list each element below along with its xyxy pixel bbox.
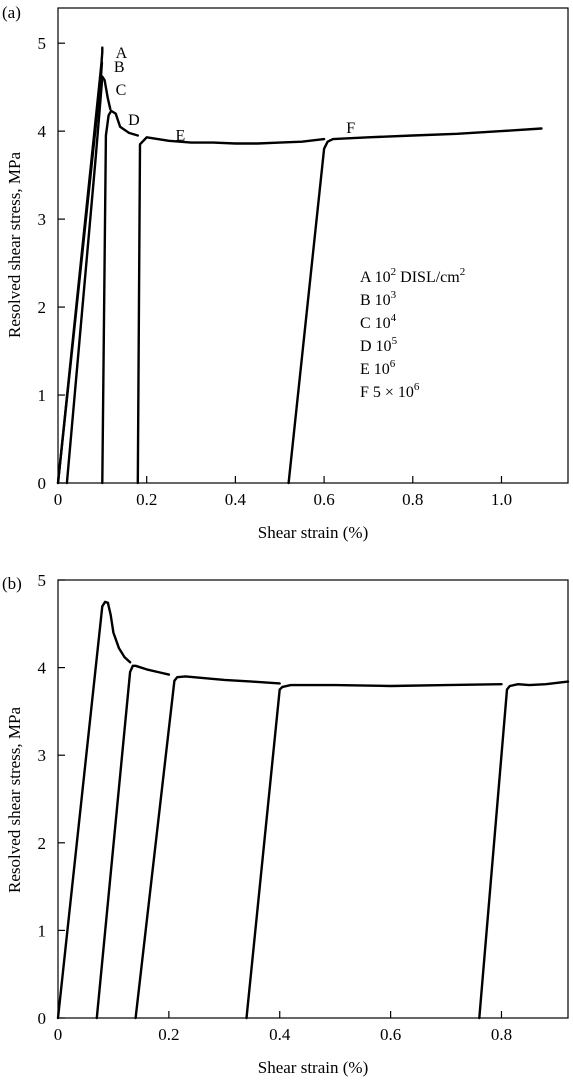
panel-a-curve-c bbox=[65, 75, 112, 485]
panel-a-x-tick-label: 0.8 bbox=[402, 490, 423, 509]
panel-a-x-tick-label: 1.0 bbox=[491, 490, 512, 509]
panel-a-y-tick-label: 1 bbox=[38, 386, 47, 405]
panel-a-x-axis-label: Shear strain (%) bbox=[258, 523, 368, 542]
panel-a-curve-d bbox=[101, 109, 140, 485]
panel-a-legend-entry: A 102 DISL/cm2 bbox=[360, 266, 465, 286]
panel-a-legend-entry: E 106 bbox=[360, 358, 396, 378]
panel-b-x-tick-label: 0.2 bbox=[158, 1025, 179, 1044]
panel-a-curve-e bbox=[136, 136, 326, 485]
panel-a-legend-entry: C 104 bbox=[360, 312, 397, 332]
panel-b-ticks: 0 0.2 0.4 0.6 0.8 0 1 2 3 4 5 bbox=[38, 571, 513, 1044]
panel-b-y-tick-label: 5 bbox=[38, 571, 47, 590]
panel-b-curve-2 bbox=[95, 664, 171, 1020]
panel-b-x-tick-label: 0 bbox=[54, 1025, 63, 1044]
panel-a-legend-entry: B 103 bbox=[360, 289, 397, 309]
panel-a-ticks: 0 0.2 0.4 0.6 0.8 1.0 0 1 2 3 4 5 bbox=[38, 34, 513, 509]
panel-b-y-tick-label: 0 bbox=[38, 1009, 47, 1028]
panel-b-x-tick-label: 0.8 bbox=[491, 1025, 512, 1044]
panel-b-y-tick-label: 1 bbox=[38, 921, 47, 940]
panel-a-x-tick-label: 0.2 bbox=[136, 490, 157, 509]
panel-a-curve-f bbox=[287, 127, 543, 485]
panel-b-curve-5 bbox=[478, 680, 570, 1020]
panel-b-x-axis-label: Shear strain (%) bbox=[258, 1058, 368, 1077]
panel-a-curve-label-b: B bbox=[114, 59, 125, 76]
panel-a-curve-label-f: F bbox=[346, 120, 355, 137]
panel-a-curve-label-e: E bbox=[176, 128, 186, 145]
panel-b-curve-4 bbox=[245, 683, 503, 1020]
panel-b-label: (b) bbox=[2, 574, 22, 593]
panel-a-x-tick-label: 0 bbox=[54, 490, 63, 509]
panel-a-y-tick-label: 4 bbox=[38, 122, 47, 141]
panel-a-curve-label-a: A bbox=[116, 45, 128, 62]
panel-a-x-tick-label: 0.6 bbox=[313, 490, 334, 509]
panel-a-frame bbox=[57, 7, 569, 484]
panel-b-y-tick-label: 4 bbox=[38, 659, 47, 678]
panel-a-y-tick-label: 2 bbox=[38, 298, 47, 317]
panel-b-x-tick-label: 0.4 bbox=[269, 1025, 291, 1044]
panel-a-y-tick-label: 3 bbox=[38, 210, 47, 229]
panel-a-legend: A 102 DISL/cm2 B 103 C 104 D 105 E 106 F 5 × … bbox=[360, 266, 465, 401]
panel-a-y-tick-label: 5 bbox=[38, 34, 47, 53]
panel-b-curves bbox=[56, 600, 570, 1020]
panel-b-curve-3 bbox=[134, 675, 281, 1020]
panel-a-y-tick-label: 0 bbox=[38, 474, 47, 493]
panel-b-x-tick-label: 0.6 bbox=[380, 1025, 401, 1044]
panel-b-frame bbox=[57, 579, 569, 1019]
panel-a-legend-entry: F 5 × 106 bbox=[360, 381, 420, 401]
panel-a-y-axis-label: Resolved shear stress, MPa bbox=[5, 152, 24, 338]
panel-a-curve-label-c: C bbox=[116, 82, 127, 99]
panel-a-curve-b bbox=[56, 61, 104, 485]
chart-panel-b: (b) 0 0.2 0.4 0.6 0.8 0 1 2 3 4 5 Shear strain (%)… bbox=[2, 571, 570, 1077]
panel-b-curve-1 bbox=[56, 600, 132, 1020]
panel-a-legend-entry: D 105 bbox=[360, 335, 398, 355]
panel-a-curves bbox=[56, 46, 543, 485]
panel-a-x-tick-label: 0.4 bbox=[225, 490, 247, 509]
panel-b-y-axis-label: Resolved shear stress, MPa bbox=[5, 707, 24, 893]
panel-b-y-tick-label: 2 bbox=[38, 834, 47, 853]
panel-a-label: (a) bbox=[2, 3, 21, 22]
panel-a-curve-label-d: D bbox=[128, 112, 140, 129]
panel-b-y-tick-label: 3 bbox=[38, 746, 47, 765]
